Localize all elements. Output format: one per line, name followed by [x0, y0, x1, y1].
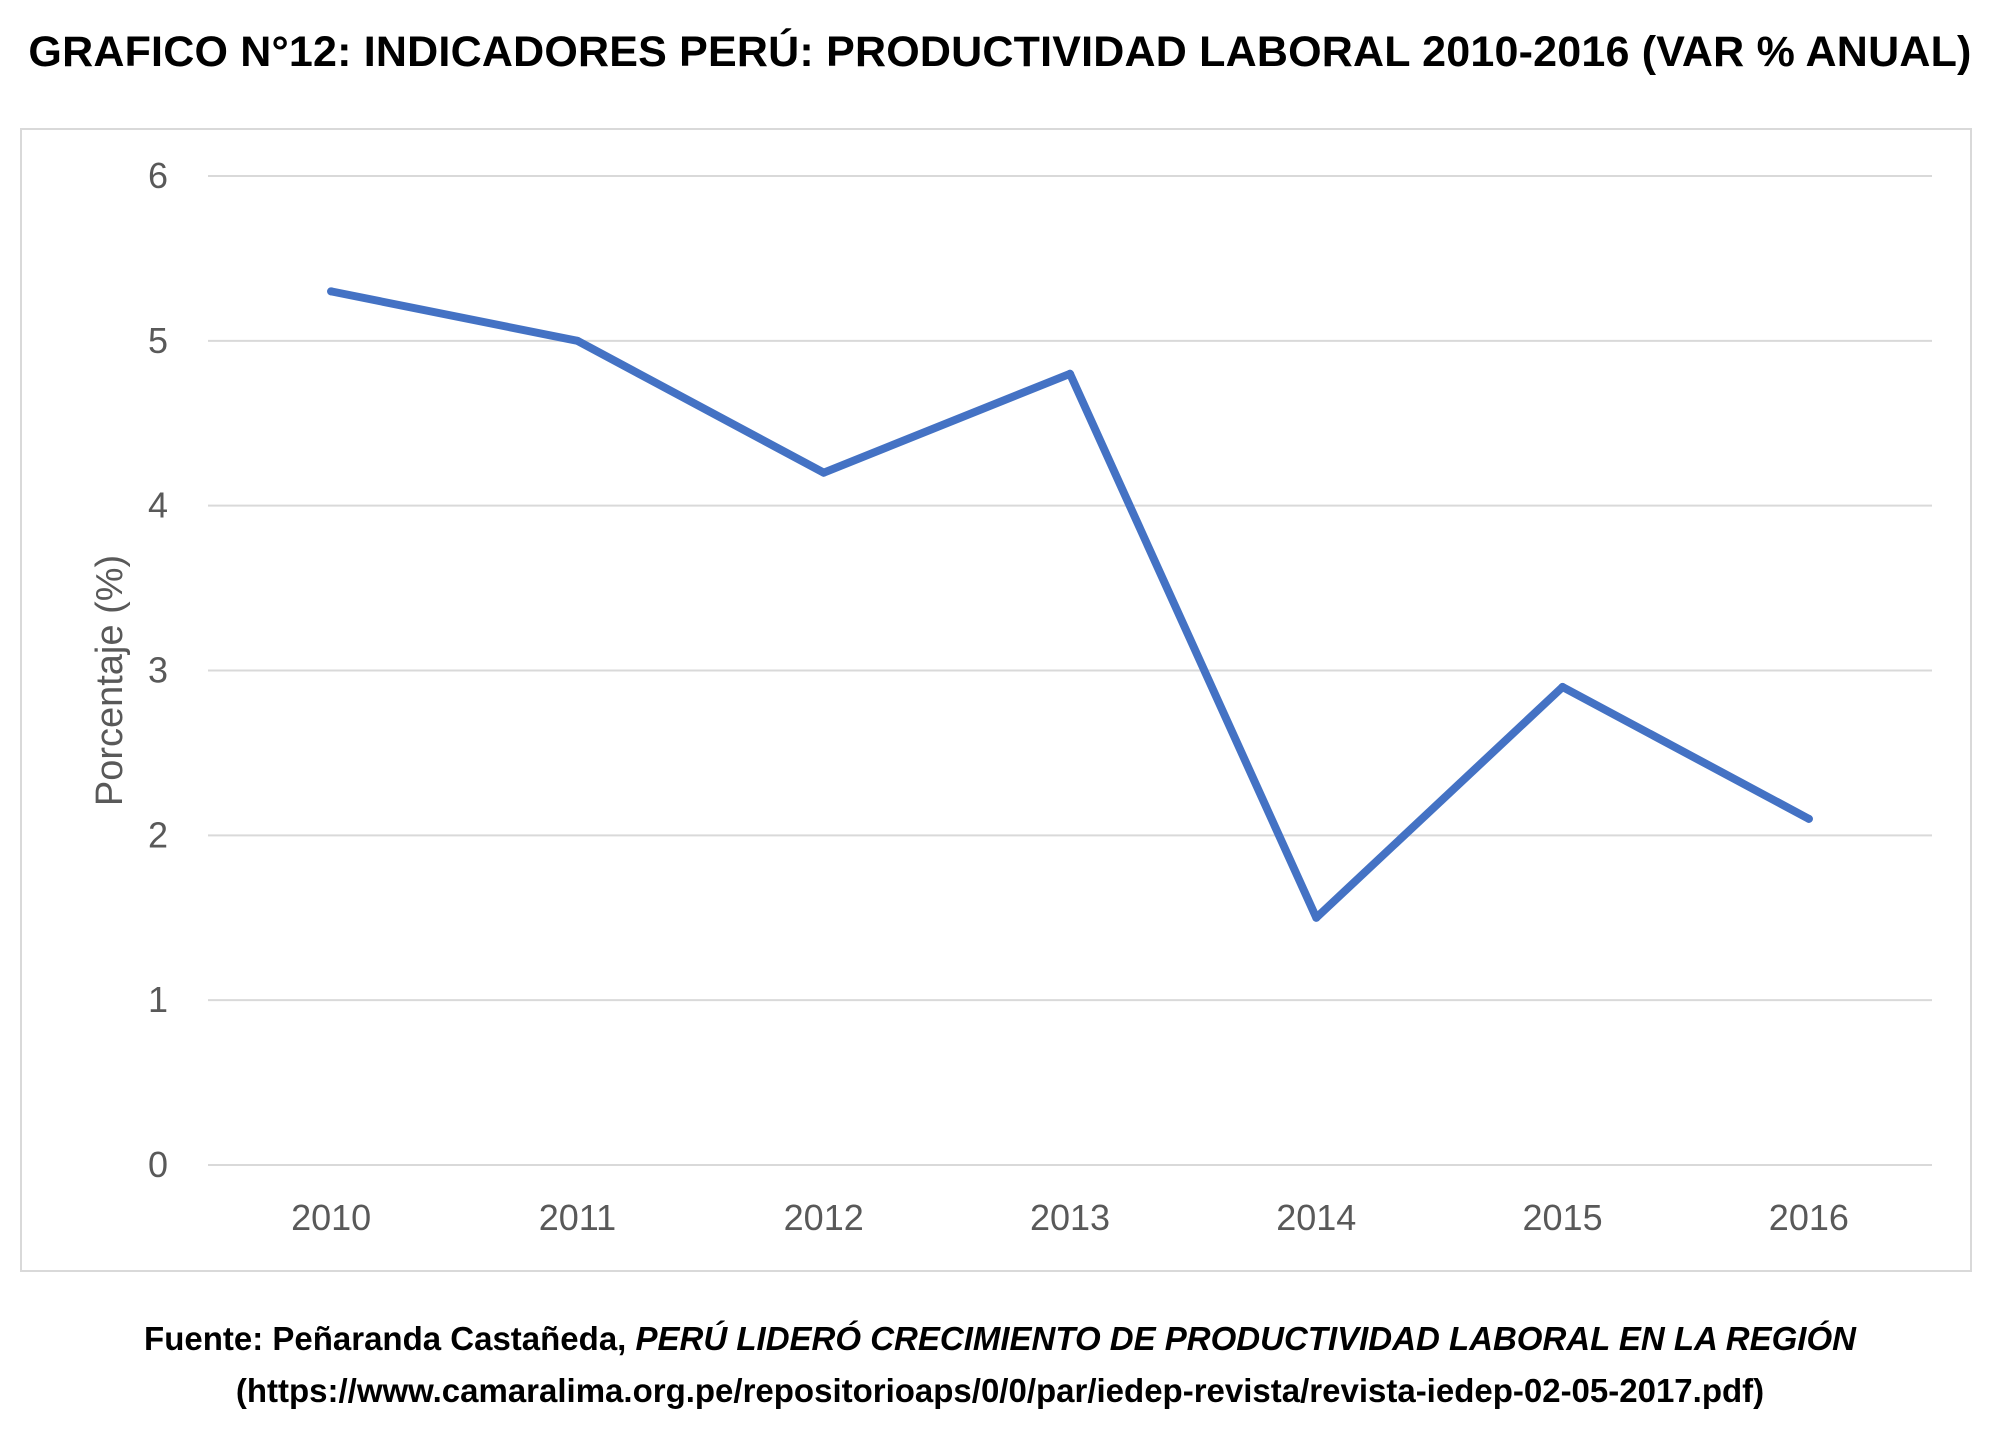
y-axis-ticks: 0 1 2 3 4 5 6 [148, 155, 168, 1185]
data-point-2010 [327, 287, 336, 296]
x-tick-label: 2010 [291, 1197, 371, 1238]
y-tick-label: 2 [148, 814, 168, 855]
source-article-title: PERÚ LIDERÓ CRECIMIENTO DE PRODUCTIVIDAD… [635, 1320, 1856, 1357]
data-point-2012 [819, 468, 828, 477]
x-tick-label: 2016 [1769, 1197, 1849, 1238]
source-line-1: Fuente: Peñaranda Castañeda, PERÚ LIDERÓ… [0, 1320, 2000, 1358]
source-prefix: Fuente: Peñaranda Castañeda, [144, 1320, 636, 1357]
data-point-2014 [1312, 913, 1321, 922]
y-tick-label: 3 [148, 650, 168, 691]
data-point-2016 [1804, 814, 1813, 823]
y-tick-label: 4 [148, 485, 168, 526]
x-axis-ticks: 2010 2011 2012 2013 2014 2015 2016 [291, 1197, 1849, 1238]
y-tick-label: 0 [148, 1144, 168, 1185]
y-axis-label: Porcentaje (%) [89, 555, 131, 806]
data-point-2013 [1066, 369, 1074, 378]
y-tick-label: 6 [148, 155, 168, 196]
gridlines [208, 175, 1932, 1166]
series-line [327, 287, 1813, 922]
data-point-2015 [1558, 682, 1567, 691]
line-chart: 0 1 2 3 4 5 6 2010 2011 2012 2013 2014 2015 2016 Por… [89, 155, 1932, 1238]
x-tick-label: 2012 [784, 1197, 864, 1238]
series-layer [327, 287, 1813, 922]
data-point-2011 [573, 336, 582, 345]
y-tick-label: 1 [148, 979, 168, 1020]
x-tick-label: 2011 [539, 1197, 616, 1238]
x-tick-label: 2013 [1030, 1197, 1110, 1238]
x-tick-label: 2014 [1276, 1197, 1356, 1238]
source-url: (https://www.camaralima.org.pe/repositor… [235, 1372, 1765, 1409]
chart-title: GRAFICO N°12: INDICADORES PERÚ: PRODUCTI… [28, 28, 1972, 76]
chart-area [20, 128, 1972, 1272]
x-tick-label: 2015 [1523, 1197, 1603, 1238]
y-tick-label: 5 [148, 320, 168, 361]
